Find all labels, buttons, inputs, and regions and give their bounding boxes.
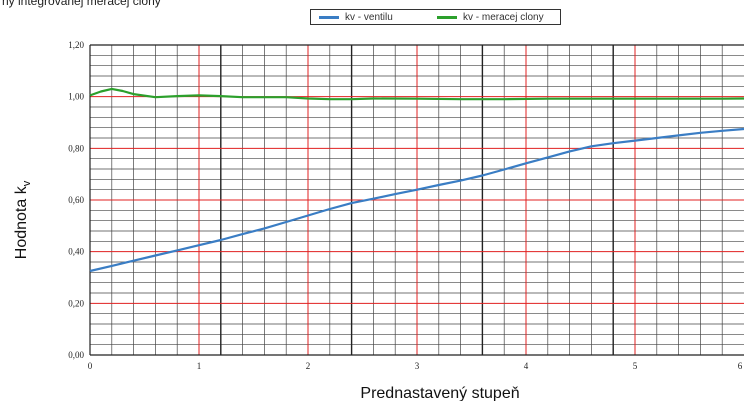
plot-frame [89, 44, 744, 356]
x-tick-labels: 0 1 2 3 4 5 6 [88, 361, 743, 371]
y-tick-label: 0,60 [68, 195, 84, 205]
x-tick-label: 5 [633, 361, 638, 371]
y-tick-labels: 0,00 0,20 0,40 0,60 0,80 1,00 1,20 [68, 40, 84, 360]
legend-label-series-1: kv - ventilu [345, 12, 393, 23]
y-tick-label: 0,00 [68, 350, 84, 360]
y-tick-label: 0,80 [68, 143, 84, 153]
series-line-2 [89, 87, 744, 101]
y-axis-title: Hodnota kv [13, 180, 33, 259]
legend-swatch-series-2 [437, 16, 457, 19]
legend-item-series-1: kv - ventilu [319, 11, 393, 24]
y-tick-label: 0,20 [68, 298, 84, 308]
y-tick-label: 1,20 [68, 40, 84, 50]
series-line-1 [89, 127, 744, 273]
legend-label-series-2: kv - meracej clony [463, 12, 544, 23]
y-tick-label: 0,40 [68, 247, 84, 257]
svg-text:Hodnota kv: Hodnota kv [13, 180, 33, 259]
legend: kv - ventilu kv - meracej clony [310, 9, 561, 25]
grid-major [90, 45, 744, 355]
x-tick-label: 4 [524, 361, 529, 371]
x-tick-label: 0 [88, 361, 93, 371]
y-axis-title-subscript: v [21, 180, 33, 186]
legend-item-series-2: kv - meracej clony [437, 11, 544, 24]
x-axis-title: Prednastavený stupeň [360, 385, 519, 401]
x-tick-label: 1 [197, 361, 202, 371]
x-tick-label: 6 [738, 361, 743, 371]
y-tick-label: 1,00 [68, 92, 84, 102]
top-caption: ný integrovanej meracej clony [2, 0, 161, 8]
series-layer [89, 87, 744, 273]
legend-swatch-series-1 [319, 16, 339, 19]
x-tick-label: 2 [306, 361, 311, 371]
y-axis-title-text: Hodnota k [13, 185, 30, 259]
x-tick-label: 3 [415, 361, 420, 371]
